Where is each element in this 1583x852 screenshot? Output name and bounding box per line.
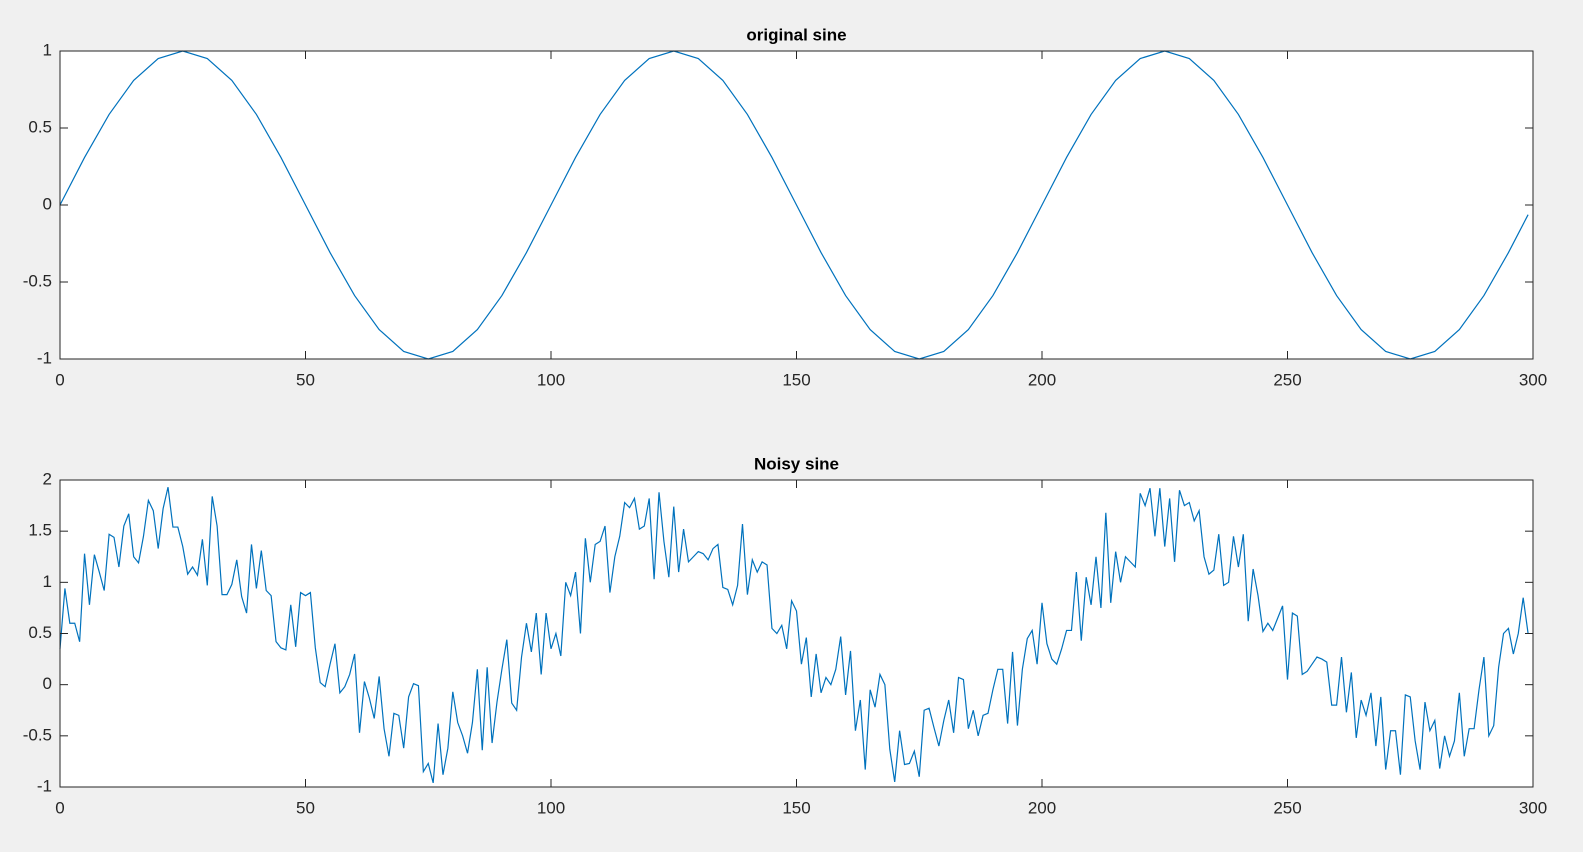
y-tick-label: 0 — [43, 194, 52, 213]
x-tick-label: 200 — [1028, 798, 1056, 817]
x-tick-label: 50 — [296, 370, 315, 389]
y-tick-label: 0.5 — [28, 623, 52, 642]
plot-area — [60, 480, 1533, 787]
y-tick-label: -0.5 — [23, 725, 52, 744]
x-tick-label: 200 — [1028, 370, 1056, 389]
y-tick-label: 0.5 — [28, 117, 52, 136]
y-tick-label: 1.5 — [28, 521, 52, 540]
x-tick-label: 300 — [1519, 370, 1547, 389]
x-tick-label: 50 — [296, 798, 315, 817]
x-tick-label: 250 — [1273, 798, 1301, 817]
x-tick-label: 100 — [537, 370, 565, 389]
x-tick-label: 0 — [55, 798, 64, 817]
x-tick-label: 100 — [537, 798, 565, 817]
y-tick-label: 2 — [43, 469, 52, 488]
x-tick-label: 250 — [1273, 370, 1301, 389]
axes-box — [59, 50, 1534, 360]
line-series — [59, 50, 1529, 360]
y-tick-label: -1 — [37, 776, 52, 795]
axes-box — [59, 479, 1534, 788]
x-tick-label: 0 — [55, 370, 64, 389]
y-tick-label: -1 — [37, 348, 52, 367]
chart-title: Noisy sine — [754, 454, 839, 473]
chart-title: original sine — [746, 25, 846, 44]
y-tick-label: -0.5 — [23, 271, 52, 290]
x-tick-label: 150 — [782, 370, 810, 389]
y-tick-label: 1 — [43, 572, 52, 591]
x-tick-label: 150 — [782, 798, 810, 817]
x-tick-label: 300 — [1519, 798, 1547, 817]
line-series — [59, 487, 1529, 784]
y-tick-label: 0 — [43, 674, 52, 693]
y-tick-label: 1 — [43, 40, 52, 59]
